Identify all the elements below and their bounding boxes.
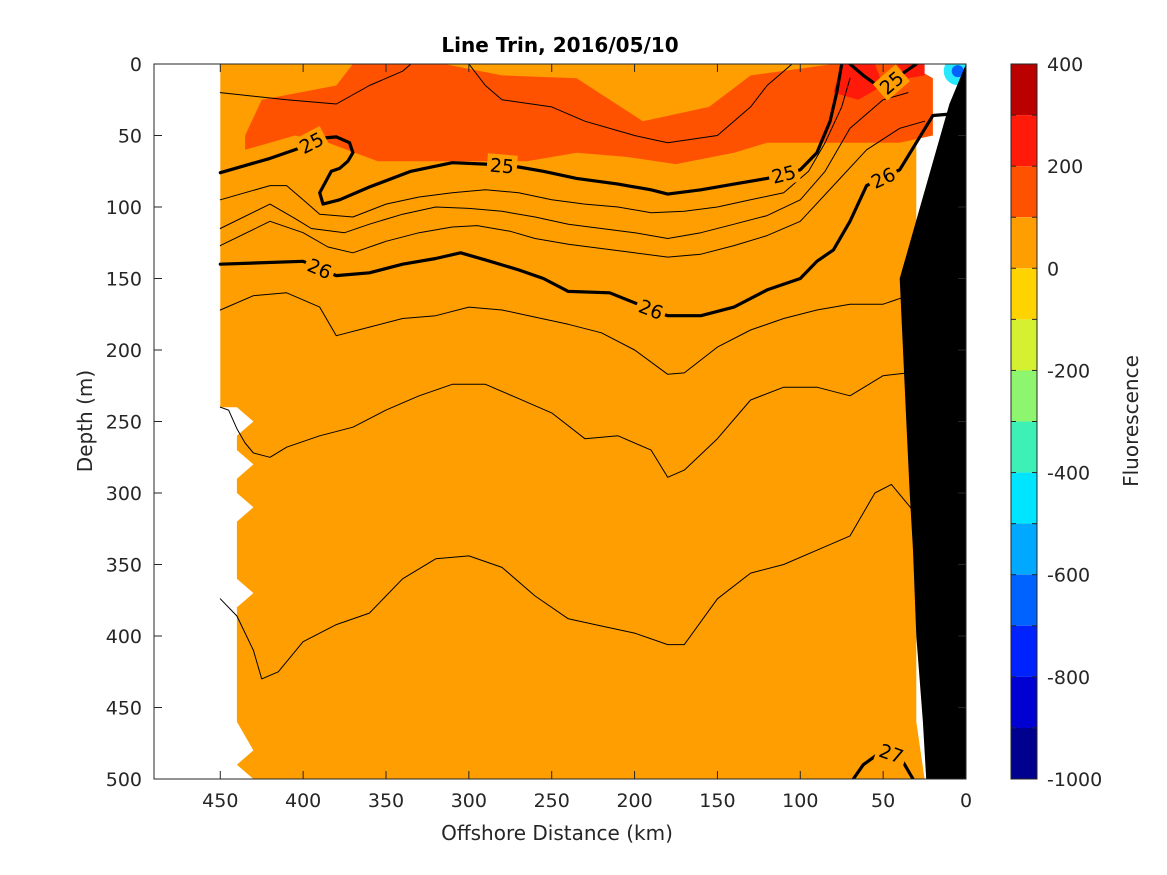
coastal-feature-inner xyxy=(951,65,964,78)
colorbar-tick-label: -200 xyxy=(1047,360,1090,382)
x-tick-label: 350 xyxy=(368,790,404,812)
y-axis-label: Depth (m) xyxy=(73,370,97,472)
contour-label-bg-3 xyxy=(872,64,910,101)
colorbar-tick-label: -400 xyxy=(1047,463,1090,485)
contour-label-bg-1 xyxy=(486,153,518,178)
contour-line-5 xyxy=(468,64,793,144)
y-tick-label: 500 xyxy=(106,769,142,791)
contour-label-bg-5 xyxy=(633,293,670,325)
fluorescence-region-200-300-3 xyxy=(896,64,925,79)
colorbar-tick-label: -600 xyxy=(1047,565,1090,587)
fluorescence-region-200-300-2 xyxy=(833,64,884,100)
colorbar-tick-label: -800 xyxy=(1047,667,1090,689)
contour-label-group-1: 25 xyxy=(486,153,518,178)
y-tick-label: 300 xyxy=(106,483,142,505)
colorbar-tick-label: 200 xyxy=(1047,156,1083,178)
x-tick-label: 400 xyxy=(285,790,321,812)
colorbar-tick-label: 400 xyxy=(1047,54,1083,76)
contour-line-6 xyxy=(219,77,851,218)
x-tick-label: 300 xyxy=(451,790,487,812)
isopycnal-25-0 xyxy=(218,64,844,206)
fluorescence-fill-layer xyxy=(220,64,966,779)
colorbar-level-4 xyxy=(1011,268,1037,320)
colorbar-level-3 xyxy=(1011,217,1037,269)
colorbar-label: Fluorescence xyxy=(1119,355,1143,487)
colorbar-level-0 xyxy=(1011,64,1037,116)
colorbar-level-13 xyxy=(1011,727,1037,779)
colorbar-level-12 xyxy=(1011,676,1037,728)
x-tick-label: 0 xyxy=(960,790,972,812)
y-tick-label: 200 xyxy=(106,340,142,362)
contour-label-bg-2 xyxy=(766,159,801,189)
y-axis: 0 50 100 150 200 250 300 350 400 450 500 xyxy=(106,54,966,791)
fluorescence-region-100-200-1 xyxy=(245,64,933,165)
y-tick-label: 50 xyxy=(118,126,142,148)
x-tick-label: 250 xyxy=(534,790,570,812)
chart-title: Line Trin, 2016/05/10 xyxy=(441,33,678,57)
y-tick-label: 250 xyxy=(106,412,142,434)
y-tick-label: 400 xyxy=(106,626,142,648)
land-mask-layer xyxy=(899,64,966,779)
contour-label-bg-6 xyxy=(864,161,902,195)
y-tick-label: 150 xyxy=(106,269,142,291)
contour-line-8 xyxy=(219,120,926,258)
x-tick-label: 100 xyxy=(782,790,818,812)
colorbar-level-10 xyxy=(1011,574,1037,626)
contour-label-bg-0 xyxy=(293,126,330,160)
colorbar-level-6 xyxy=(1011,370,1037,422)
x-axis-label: Offshore Distance (km) xyxy=(441,821,673,845)
y-tick-label: 350 xyxy=(106,555,142,577)
y-tick-label: 0 xyxy=(130,54,142,76)
colorbar-level-1 xyxy=(1011,115,1037,167)
fluorescence-region-0-100-0 xyxy=(220,64,925,779)
colorbar-level-7 xyxy=(1011,421,1037,473)
contour-line-4 xyxy=(219,64,412,105)
x-axis: 450 400 350 300 250 200 150 100 50 0 xyxy=(202,64,972,812)
x-tick-label: 450 xyxy=(202,790,238,812)
colorbar-level-11 xyxy=(1011,625,1037,677)
colorbar-tick-label: -1000 xyxy=(1047,769,1102,791)
contour-line-9 xyxy=(219,292,959,394)
land-mask xyxy=(899,64,966,779)
contour-line-11 xyxy=(219,483,934,680)
x-tick-label: 200 xyxy=(616,790,652,812)
y-tick-label: 450 xyxy=(106,698,142,720)
colorbar-tick-label: 0 xyxy=(1047,258,1059,280)
contour-line-7 xyxy=(219,92,909,239)
colorbar-level-9 xyxy=(1011,523,1037,575)
x-tick-label: 150 xyxy=(699,790,735,812)
colorbar: 400 200 0 -200 -400 -600 -800 -1000 xyxy=(1010,54,1102,791)
contour-label-bg-4 xyxy=(301,252,338,285)
colorbar-level-2 xyxy=(1011,166,1037,218)
y-tick-label: 100 xyxy=(106,197,142,219)
contour-label-bg-7 xyxy=(873,738,910,769)
colorbar-level-5 xyxy=(1011,319,1037,371)
colorbar-level-8 xyxy=(1011,472,1037,524)
x-tick-label: 50 xyxy=(871,790,895,812)
contour-line-10 xyxy=(219,372,934,478)
contour-label-25: 25 xyxy=(489,155,515,179)
